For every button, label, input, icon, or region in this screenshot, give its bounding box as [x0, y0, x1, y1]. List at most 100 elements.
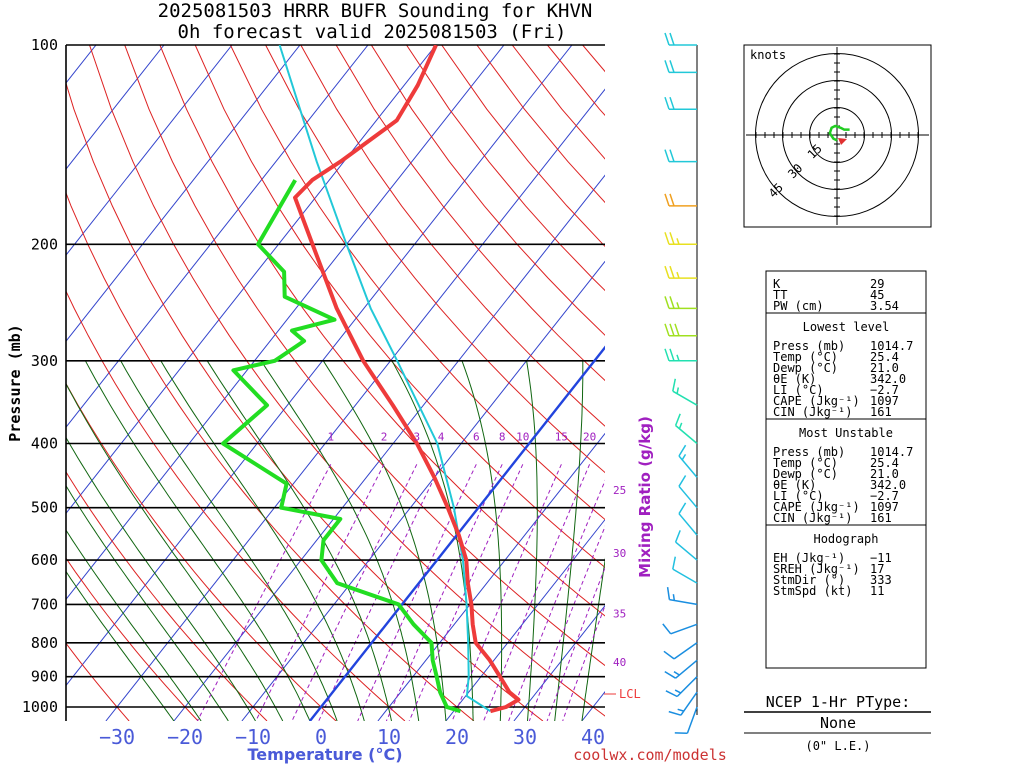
ptype-panel: NCEP 1-Hr PType: None (0" L.E.)	[744, 693, 931, 753]
isotherm-line	[66, 45, 233, 256]
moist-adiabat-line	[66, 484, 229, 721]
mixing-ratio-tick-label: 8	[499, 431, 506, 444]
index-value: −2.7	[870, 383, 899, 397]
isotherm-line	[66, 45, 165, 170]
index-label: CAPE (Jkg⁻¹)	[773, 500, 860, 514]
sounding-profiles	[221, 45, 521, 714]
wind-barb	[664, 659, 698, 679]
moist-adiabat-line	[66, 570, 175, 721]
pressure-tick-label: 400	[31, 435, 58, 453]
wind-barb	[664, 96, 697, 110]
lcl-label: LCL	[619, 687, 641, 701]
index-value: 333	[870, 573, 892, 587]
temperature-tick-label: 10	[377, 725, 401, 749]
ptype-value: None	[820, 714, 856, 732]
index-label: θE (K)	[773, 372, 816, 386]
index-value: 1097	[870, 394, 899, 408]
wind-barbs	[662, 32, 698, 735]
chart-title-line2: 0h forecast valid 2025081503 (Fri)	[178, 21, 567, 43]
index-value: 17	[870, 562, 884, 576]
moist-adiabat-line	[581, 557, 605, 721]
pressure-tick-label: 200	[31, 235, 58, 253]
pressure-tick-labels: 100 200 300 400 500 600 700 800 900 1000	[22, 36, 58, 716]
temperature-tick-label: −10	[235, 725, 271, 749]
dry-adiabat-line	[66, 557, 199, 721]
indices-table: K 29 TT 45 PW (cm) 3.54 Lowest level Press (mb)…	[765, 270, 927, 669]
mixing-ratio-line	[385, 464, 503, 721]
temperature-tick-labels: −30 −20 −10 0 10 20 30 40	[99, 725, 605, 749]
freezing-isotherm	[308, 345, 605, 721]
dewpoint-trace	[221, 179, 462, 714]
mixing-ratio-lines	[196, 464, 605, 721]
temperature-tick-label: −20	[167, 725, 203, 749]
mixing-ratio-tick-label: 6	[473, 431, 480, 444]
isotherm-line	[513, 604, 605, 721]
moist-adiabat-line	[66, 382, 284, 721]
mixing-ratio-tick-label: 1	[327, 431, 334, 444]
wind-barb	[678, 444, 698, 478]
dry-adiabat-line	[265, 45, 605, 474]
wind-barb	[665, 676, 698, 698]
mixing-ratio-line	[408, 464, 524, 721]
mixing-ratio-tick-label: 15	[555, 431, 568, 444]
index-value: 161	[870, 511, 892, 525]
mixing-ratio-axis-label: Mixing Ratio (g/kg)	[636, 416, 654, 578]
dry-adiabat-line	[194, 45, 605, 569]
moist-adiabat-line	[322, 360, 447, 721]
wind-barb	[664, 149, 697, 163]
index-value: 1014.7	[870, 339, 913, 353]
index-label: EH (Jkg⁻¹)	[773, 551, 845, 565]
moist-adiabat-line	[160, 360, 365, 721]
temperature-tick-label: −30	[99, 725, 135, 749]
mixing-ratio-tick-label: 10	[516, 431, 529, 444]
dry-adiabat-line	[89, 45, 605, 717]
mixing-ratio-line	[483, 464, 591, 721]
dry-adiabat-line	[66, 191, 475, 721]
index-label: CAPE (Jkg⁻¹)	[773, 394, 860, 408]
wind-barb	[664, 32, 697, 46]
index-section-heading: Most Unstable	[799, 426, 893, 440]
moist-adiabat-line	[206, 360, 392, 721]
isotherm-line	[66, 45, 301, 342]
index-value: 21.0	[870, 361, 899, 375]
wind-barb	[664, 232, 697, 246]
dry-adiabat-line	[335, 45, 605, 382]
index-value: −2.7	[870, 489, 899, 503]
isotherm-line	[66, 45, 369, 429]
mixing-ratio-tick-label: 4	[438, 431, 445, 444]
wind-barb	[662, 623, 698, 635]
mixing-ratio-side-label: 25	[613, 484, 626, 497]
isotherm-line	[66, 45, 573, 687]
index-value: 3.54	[870, 299, 899, 313]
index-value: −11	[870, 551, 892, 565]
mixing-ratio-labels: 1 2 3 4 6 8 10 15 20 25 30 35 40	[327, 431, 626, 669]
wind-barb	[672, 556, 698, 584]
pressure-tick-label: 300	[31, 352, 58, 370]
storm-motion-marker	[838, 138, 847, 145]
dry-adiabat-line	[229, 45, 605, 521]
freezing-line	[308, 345, 605, 721]
moist-adiabat-lines	[66, 360, 605, 721]
moist-adiabat-line	[461, 360, 503, 721]
hodograph-units-label: knots	[750, 48, 786, 62]
wind-barb	[678, 502, 698, 536]
mixing-ratio-line	[291, 464, 418, 721]
moist-adiabat-line	[526, 360, 538, 721]
indices-table-frame	[765, 270, 927, 669]
temperature-tick-label: 0	[315, 725, 327, 749]
index-label: TT	[773, 288, 787, 302]
parcel-trace	[278, 45, 491, 713]
index-label: Temp (°C)	[773, 350, 838, 364]
index-value: 29	[870, 277, 884, 291]
dry-adiabat-line	[124, 45, 605, 667]
wind-barb	[664, 348, 697, 362]
x-axis-label: Temperature (°C)	[247, 745, 402, 764]
dry-adiabat-line	[300, 45, 605, 427]
wind-barb	[664, 60, 697, 74]
mixing-ratio-tick-label: 3	[413, 431, 420, 444]
index-label: LI (°C)	[773, 489, 824, 503]
wind-barb	[678, 475, 698, 509]
isobar-lines	[65, 44, 605, 721]
